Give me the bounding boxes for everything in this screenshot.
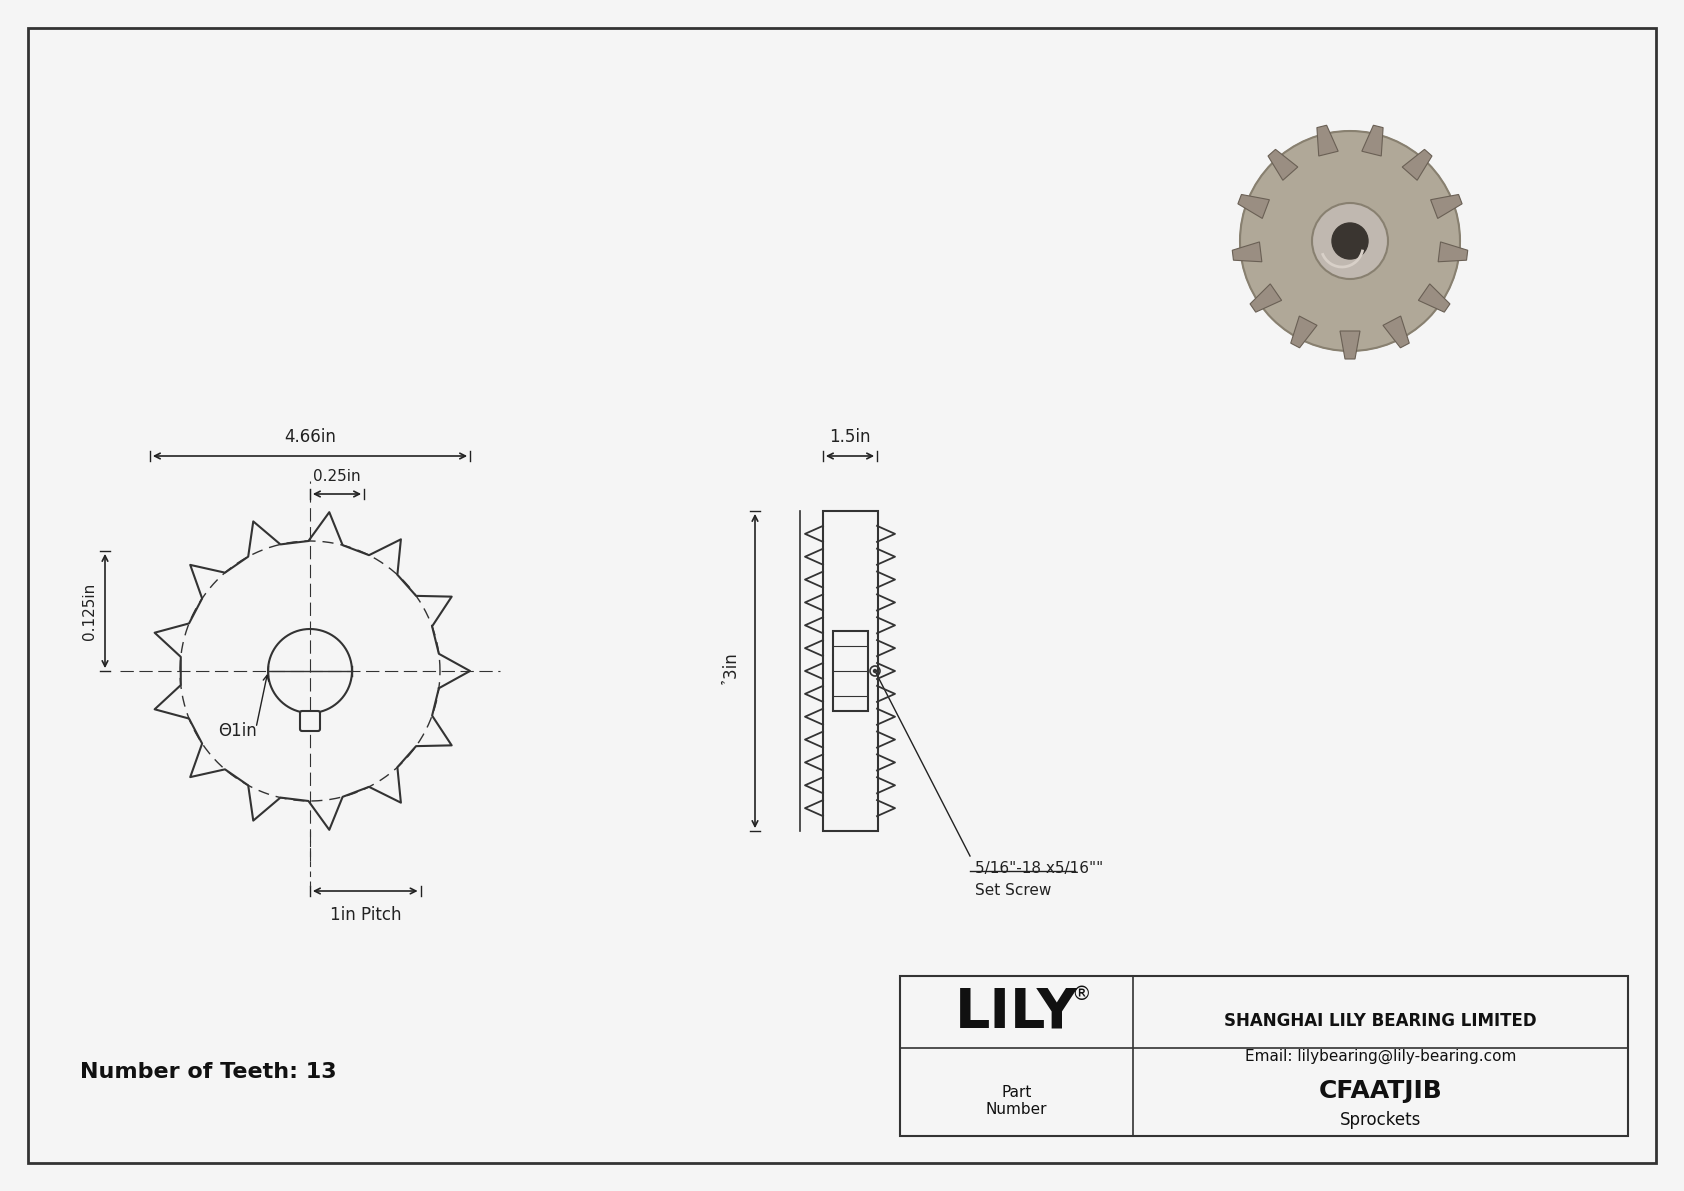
Text: 1.5in: 1.5in	[829, 428, 871, 445]
Polygon shape	[1403, 149, 1431, 180]
Text: 5/16"-18 x5/16"": 5/16"-18 x5/16""	[975, 861, 1103, 877]
Polygon shape	[1233, 242, 1261, 262]
Text: Set Screw: Set Screw	[975, 883, 1051, 898]
Bar	[899, 975, 1628, 1136]
Text: Sprockets: Sprockets	[1340, 1111, 1421, 1129]
Text: 4.66in: 4.66in	[285, 428, 335, 445]
FancyBboxPatch shape	[300, 711, 320, 731]
Polygon shape	[1431, 194, 1462, 218]
Text: LILY: LILY	[955, 986, 1078, 1040]
Text: ®: ®	[1071, 985, 1091, 1004]
Text: Email: lilybearing@lily-bearing.com: Email: lilybearing@lily-bearing.com	[1244, 1048, 1516, 1064]
Text: 0.125in: 0.125in	[83, 582, 98, 640]
Text: Number of Teeth: 13: Number of Teeth: 13	[81, 1062, 337, 1081]
Text: CFAATJIB: CFAATJIB	[1319, 1079, 1443, 1103]
Circle shape	[1239, 131, 1460, 351]
Polygon shape	[1438, 242, 1468, 262]
Text: SHANGHAI LILY BEARING LIMITED: SHANGHAI LILY BEARING LIMITED	[1224, 1012, 1537, 1030]
Circle shape	[1312, 202, 1388, 279]
Polygon shape	[1268, 149, 1298, 180]
Polygon shape	[1290, 316, 1317, 348]
Text: ̉3in: ̉3in	[729, 659, 748, 684]
Circle shape	[1332, 223, 1367, 258]
Polygon shape	[1340, 331, 1361, 358]
Polygon shape	[1362, 125, 1383, 156]
Polygon shape	[1383, 316, 1410, 348]
Polygon shape	[1317, 125, 1339, 156]
Polygon shape	[1238, 194, 1270, 218]
Text: Part
Number: Part Number	[985, 1085, 1047, 1117]
Bar	[834, 631, 867, 711]
Bar	[823, 511, 877, 831]
Text: 0.25in: 0.25in	[313, 469, 360, 484]
Polygon shape	[1418, 283, 1450, 312]
Polygon shape	[1250, 283, 1282, 312]
Text: 1in Pitch: 1in Pitch	[330, 906, 401, 924]
Circle shape	[874, 669, 876, 673]
Text: Θ1in: Θ1in	[217, 722, 256, 740]
